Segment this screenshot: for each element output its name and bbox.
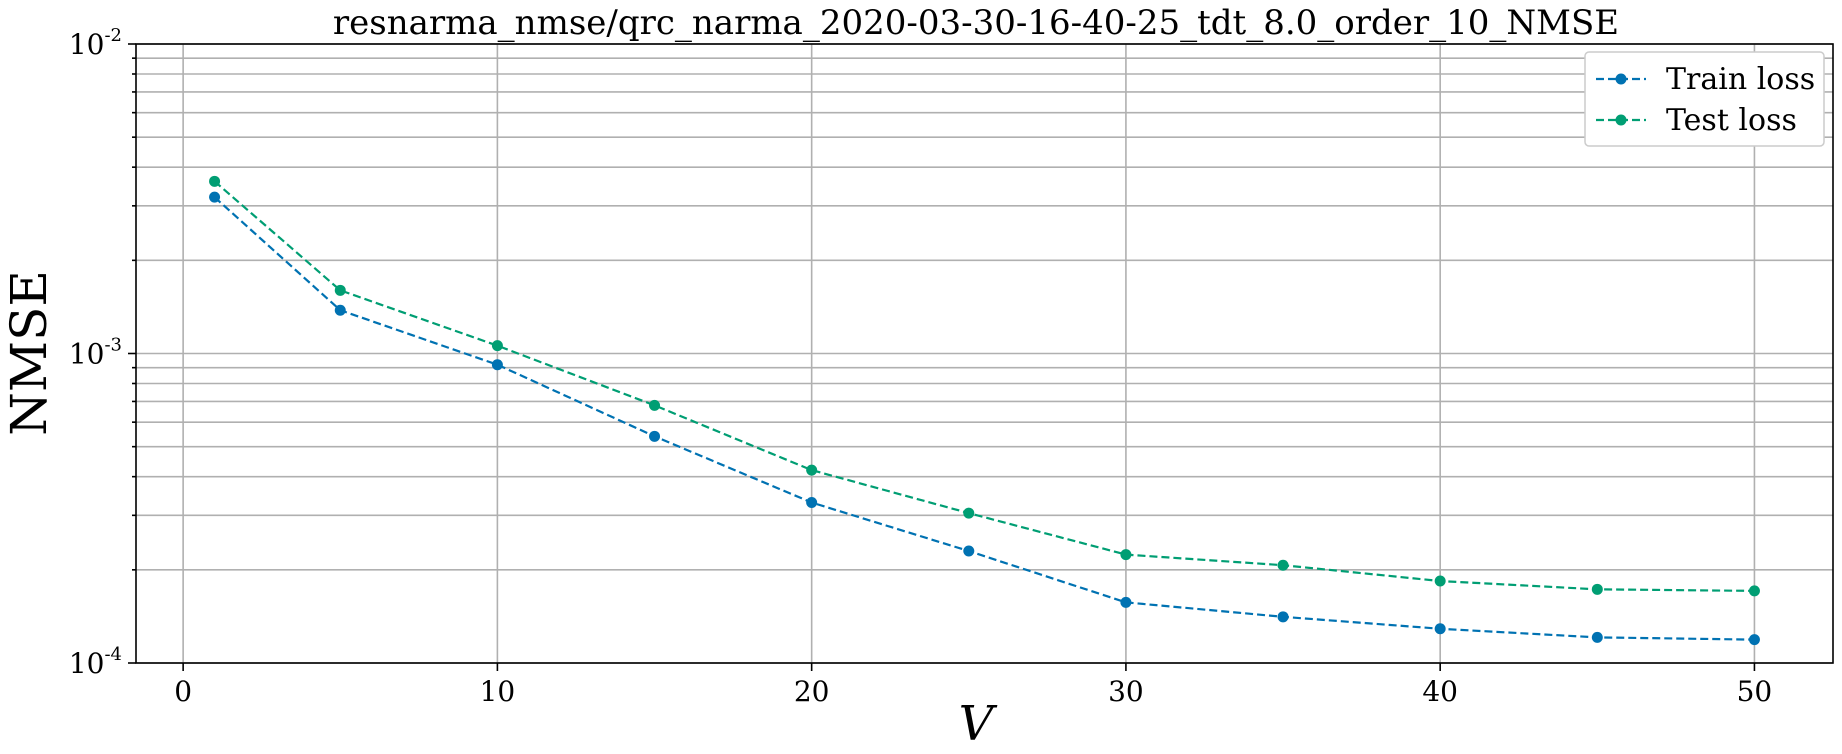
x-tick-label: 20 <box>794 675 830 708</box>
grid <box>136 43 1833 664</box>
y-tick-base: 10 <box>69 28 105 61</box>
data-point <box>806 497 818 509</box>
data-point <box>209 191 221 203</box>
series-1 <box>209 175 1760 597</box>
y-tick-exponent: -3 <box>104 335 122 356</box>
series-line <box>213 180 1755 592</box>
legend-item-train: Train loss <box>1596 62 1815 97</box>
x-tick-label: 10 <box>480 675 516 708</box>
data-point <box>491 340 503 352</box>
series-0 <box>209 191 1760 646</box>
data-point <box>649 430 661 442</box>
data-point <box>1748 585 1760 597</box>
y-tick-base: 10 <box>69 647 105 680</box>
x-tick-label: 50 <box>1737 675 1773 708</box>
x-tick-label: 30 <box>1108 675 1144 708</box>
legend-item-test: Test loss <box>1596 103 1797 138</box>
data-point <box>491 359 503 371</box>
y-tick-exponent: -2 <box>104 25 122 46</box>
data-point <box>963 545 975 557</box>
y-tick-label: 10-2 <box>69 25 122 61</box>
x-axis-label: V <box>959 696 998 752</box>
x-tick-label: 40 <box>1422 675 1458 708</box>
legend-marker-train <box>1615 73 1627 85</box>
data-point <box>1434 623 1446 635</box>
y-tick-label: 10-3 <box>69 335 122 371</box>
data-point <box>209 175 221 187</box>
data-point <box>649 399 661 411</box>
x-tick-label: 0 <box>174 675 192 708</box>
chart-title: resnarma_nmse/qrc_narma_2020-03-30-16-40… <box>333 3 1619 43</box>
data-point <box>1591 631 1603 643</box>
data-point <box>1277 559 1289 571</box>
series-line <box>213 196 1755 641</box>
legend-box <box>1584 51 1825 147</box>
legend: Train loss Test loss <box>1584 51 1825 147</box>
data-point <box>1591 583 1603 595</box>
data-point <box>1277 611 1289 623</box>
y-tick-exponent: -4 <box>104 644 122 665</box>
legend-marker-test <box>1615 114 1627 126</box>
legend-label-train: Train loss <box>1666 62 1815 97</box>
y-tick-base: 10 <box>69 338 105 371</box>
series-layer <box>209 175 1760 646</box>
data-point <box>806 464 818 476</box>
data-point <box>1748 634 1760 646</box>
y-tick-label: 10-4 <box>69 644 122 680</box>
data-point <box>1120 549 1132 561</box>
legend-label-test: Test loss <box>1666 103 1797 138</box>
data-point <box>963 507 975 519</box>
data-point <box>334 304 346 316</box>
data-point <box>334 284 346 296</box>
data-point <box>1120 596 1132 608</box>
data-point <box>1434 575 1446 587</box>
y-axis-label: NMSE <box>0 270 58 436</box>
